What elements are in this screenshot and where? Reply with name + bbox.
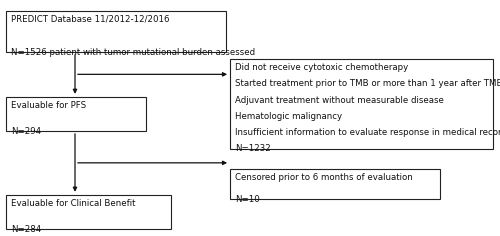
Text: N=294: N=294 bbox=[11, 127, 41, 136]
Text: N=1232: N=1232 bbox=[235, 144, 271, 153]
Text: PREDICT Database 11/2012-12/2016: PREDICT Database 11/2012-12/2016 bbox=[11, 15, 170, 24]
Text: N=1526 patient with tumor mutational burden assessed: N=1526 patient with tumor mutational bur… bbox=[11, 48, 255, 57]
Text: N=10: N=10 bbox=[235, 195, 260, 204]
FancyBboxPatch shape bbox=[6, 97, 146, 131]
Text: Evaluable for Clinical Benefit: Evaluable for Clinical Benefit bbox=[11, 199, 136, 208]
FancyBboxPatch shape bbox=[230, 169, 440, 199]
FancyBboxPatch shape bbox=[6, 11, 226, 52]
Text: Insufficient information to evaluate response in medical record: Insufficient information to evaluate res… bbox=[235, 128, 500, 137]
FancyBboxPatch shape bbox=[230, 59, 492, 149]
Text: N=284: N=284 bbox=[11, 225, 41, 234]
Text: Evaluable for PFS: Evaluable for PFS bbox=[11, 101, 86, 110]
Text: Hematologic malignancy: Hematologic malignancy bbox=[235, 112, 342, 121]
FancyBboxPatch shape bbox=[6, 195, 171, 229]
Text: Censored prior to 6 months of evaluation: Censored prior to 6 months of evaluation bbox=[235, 173, 413, 182]
Text: Started treatment prior to TMB or more than 1 year after TMB: Started treatment prior to TMB or more t… bbox=[235, 80, 500, 88]
Text: Adjuvant treatment without measurable disease: Adjuvant treatment without measurable di… bbox=[235, 96, 444, 105]
Text: Did not receive cytotoxic chemotherapy: Did not receive cytotoxic chemotherapy bbox=[235, 63, 408, 72]
